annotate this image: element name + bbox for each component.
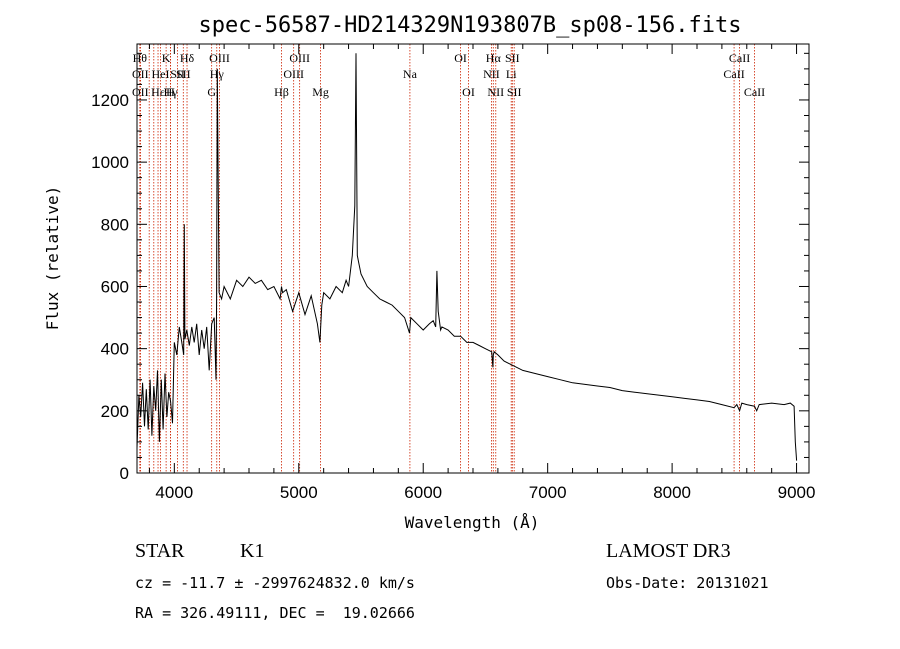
class-label: STAR bbox=[135, 540, 185, 562]
y-tick-label: 200 bbox=[101, 402, 129, 421]
x-tick-label: 7000 bbox=[529, 483, 567, 502]
line-label: SII bbox=[507, 85, 522, 99]
y-tick-label: 800 bbox=[101, 215, 129, 234]
x-tick-label: 6000 bbox=[404, 483, 442, 502]
ra-dec-line: RA = 326.49111, DEC = 19.02666 bbox=[135, 604, 415, 622]
plot-frame bbox=[136, 43, 810, 474]
line-label: Hγ bbox=[164, 85, 179, 99]
y-tick-label: 1200 bbox=[91, 91, 129, 110]
line-label: OII bbox=[132, 85, 149, 99]
y-tick-label: 0 bbox=[120, 464, 129, 483]
line-label: OII bbox=[132, 67, 149, 81]
line-label: CaII bbox=[729, 51, 750, 65]
x-tick-label: 4000 bbox=[155, 483, 193, 502]
line-label: NII bbox=[487, 85, 504, 99]
line-label: Hδ bbox=[180, 51, 195, 65]
line-label: Li bbox=[506, 67, 517, 81]
redshift-line: cz = -11.7 ± -2997624832.0 km/s bbox=[135, 574, 415, 592]
chart-title: spec-56587-HD214329N193807B_sp08-156.fit… bbox=[198, 13, 741, 38]
line-label: Hα bbox=[486, 51, 502, 65]
line-label: OI bbox=[462, 85, 475, 99]
line-label: Hε bbox=[151, 85, 165, 99]
line-label: OIII bbox=[209, 51, 230, 65]
line-label: SII bbox=[505, 51, 520, 65]
line-label: K bbox=[162, 51, 171, 65]
line-label: NII bbox=[483, 67, 500, 81]
line-label: SII bbox=[176, 67, 191, 81]
line-label: G bbox=[207, 85, 216, 99]
line-label: Hθ bbox=[133, 51, 148, 65]
line-label: CaII bbox=[723, 67, 744, 81]
y-tick-label: 600 bbox=[101, 277, 129, 296]
line-markers-layer bbox=[139, 44, 755, 473]
line-label: HeI bbox=[152, 67, 170, 81]
subclass-label: K1 bbox=[240, 540, 265, 562]
x-axis-label: Wavelength (Å) bbox=[405, 513, 540, 532]
y-tick-label: 400 bbox=[101, 340, 129, 359]
obs-date: Obs-Date: 20131021 bbox=[606, 574, 769, 592]
x-tick-label: 8000 bbox=[653, 483, 691, 502]
line-label: H bbox=[166, 85, 175, 99]
line-label: SII bbox=[170, 67, 185, 81]
survey-label: LAMOST DR3 bbox=[606, 540, 731, 562]
x-tick-label: 5000 bbox=[280, 483, 318, 502]
line-label: CaII bbox=[744, 85, 765, 99]
y-tick-label: 1000 bbox=[91, 153, 129, 172]
line-label: OIII bbox=[289, 51, 310, 65]
line-label: OIII bbox=[283, 67, 304, 81]
spectrum-line bbox=[136, 53, 798, 461]
x-axis-ticks: 4000 5000 6000 7000 8000 9000 bbox=[148, 44, 816, 502]
line-label: Na bbox=[403, 67, 418, 81]
x-tick-label: 9000 bbox=[778, 483, 816, 502]
line-label: OI bbox=[454, 51, 467, 65]
line-label: Mg bbox=[312, 85, 329, 99]
line-label: Hβ bbox=[274, 85, 289, 99]
y-axis-label: Flux (relative) bbox=[43, 186, 62, 331]
y-axis-ticks: 0 200 400 600 800 1000 1200 bbox=[91, 52, 809, 483]
